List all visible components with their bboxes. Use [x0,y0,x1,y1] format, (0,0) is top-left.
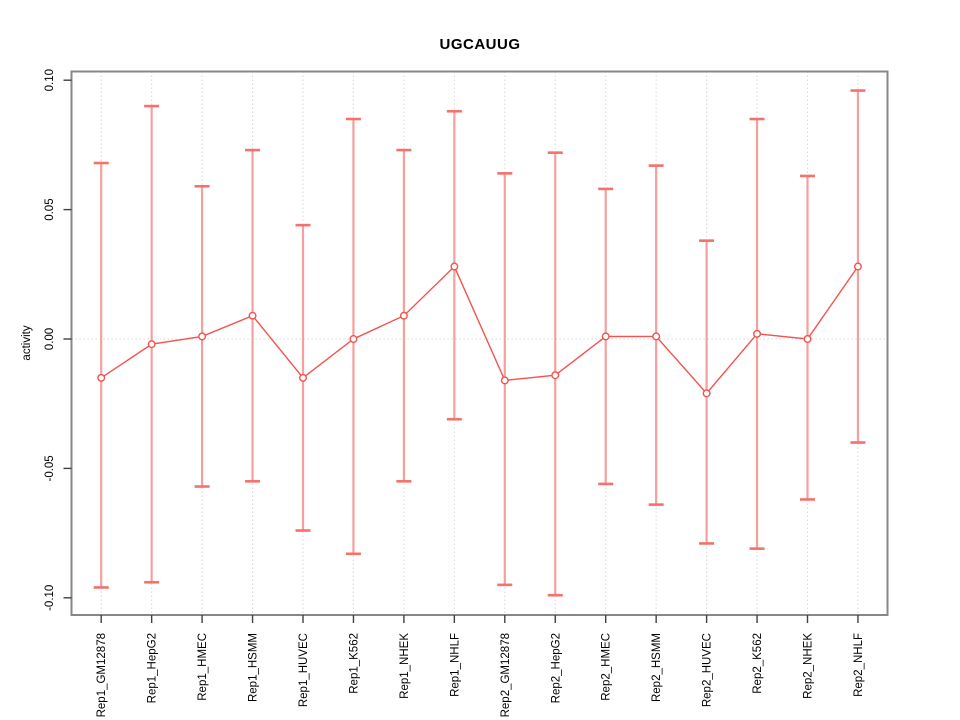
data-point [702,389,711,398]
data-point [500,376,509,385]
data-point [248,311,257,320]
data-point [551,371,560,380]
data-point [198,332,207,341]
y-axis-title: activity [21,325,33,361]
x-tick-label: Rep1_HepG2 [147,633,159,703]
x-tick-label: Rep2_K562 [752,633,764,694]
y-tick-label: -0.05 [44,455,56,481]
x-tick-label: Rep1_HMEC [197,633,209,701]
data-point [853,262,862,271]
x-tick-label: Rep2_HMEC [601,633,613,701]
data-point [147,340,156,349]
x-tick-label: Rep1_HUVEC [298,633,310,707]
data-point [97,373,106,382]
y-tick-label: 0.05 [44,198,56,220]
data-point [652,332,661,341]
data-point [601,332,610,341]
x-tick-label: Rep2_GM12878 [500,633,512,717]
chart-title: UGCAUUG [439,36,521,53]
data-point [450,262,459,271]
x-tick-label: Rep2_NHEK [803,633,815,699]
y-tick-label: 0.10 [44,69,56,91]
x-tick-label: Rep1_K562 [348,633,360,694]
y-tick-label: 0.00 [44,328,56,350]
data-point [299,373,308,382]
y-tick-label: -0.10 [44,585,56,611]
data-point [399,311,408,320]
data-point [753,329,762,338]
x-tick-label: Rep2_HUVEC [702,633,714,707]
x-tick-label: Rep1_NHLF [449,633,461,697]
data-point [803,335,812,344]
x-tick-label: Rep2_HepG2 [550,633,562,703]
x-tick-label: Rep2_NHLF [853,633,865,697]
x-tick-label: Rep1_GM12878 [96,633,108,717]
data-point [349,335,358,344]
x-tick-label: Rep1_NHEK [399,633,411,699]
x-tick-label: Rep2_HSMM [651,633,663,702]
plot-border [70,70,889,616]
x-tick-label: Rep1_HSMM [248,633,260,702]
series-line [100,265,859,395]
